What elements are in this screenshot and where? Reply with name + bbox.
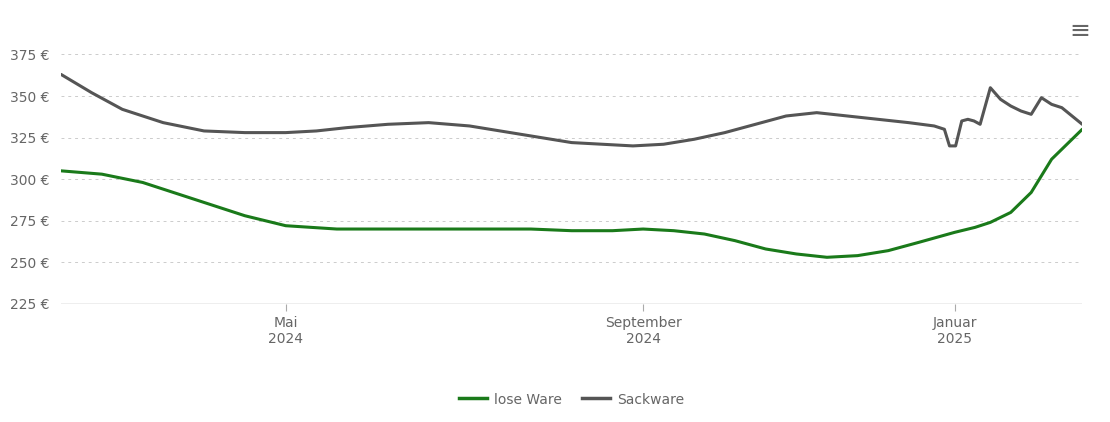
Text: ≡: ≡: [1069, 19, 1090, 43]
Legend: lose Ware, Sackware: lose Ware, Sackware: [454, 387, 689, 412]
